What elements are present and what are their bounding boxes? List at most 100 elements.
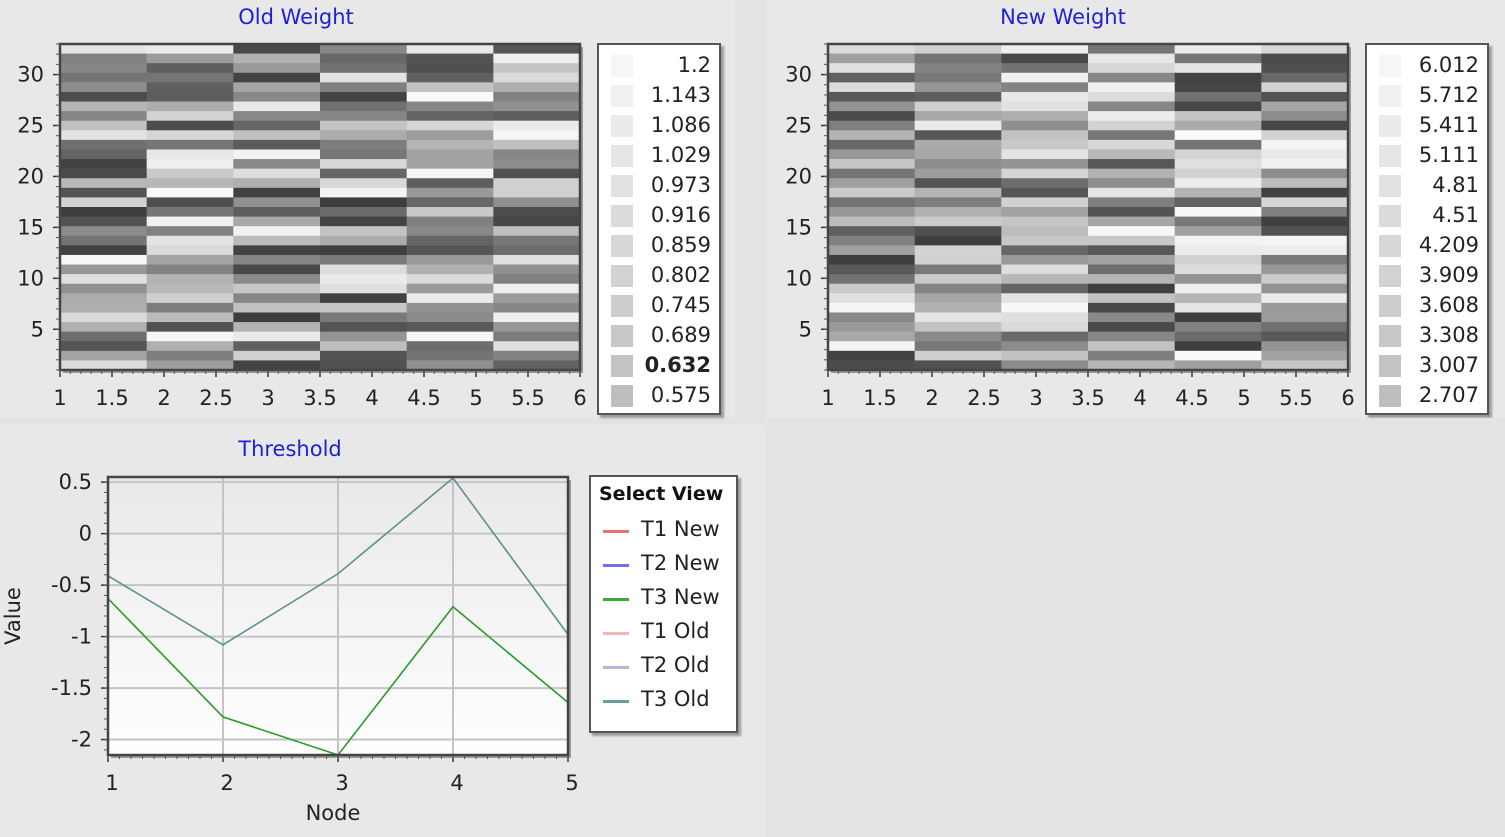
heatmap-cell [1174, 293, 1263, 304]
heatmap-cell [914, 264, 1003, 276]
heatmap-cell [914, 350, 1003, 362]
x-tick-label: 2 [157, 386, 170, 410]
heatmap-cell [493, 197, 581, 208]
heatmap-cell [1001, 360, 1089, 371]
legend-swatch [1379, 115, 1401, 137]
heatmap-cell [914, 178, 1003, 189]
heatmap-cell [406, 130, 495, 141]
heatmap-cell [493, 302, 581, 314]
heatmap-cell [1261, 341, 1349, 352]
data-point[interactable] [452, 605, 454, 608]
heatmap-cell [146, 331, 235, 343]
select-view-item-t3-old[interactable]: T3 Old [591, 686, 731, 716]
heatmap-cell [406, 207, 495, 218]
heatmap-cell [406, 293, 495, 304]
heatmap-cell [1261, 130, 1349, 141]
heatmap-cell [60, 159, 148, 170]
select-view-item-t3-new[interactable]: T3 New [591, 584, 731, 614]
heatmap-cell [493, 139, 581, 151]
heatmap-cell [60, 111, 148, 122]
legend-swatch [611, 265, 633, 287]
heatmap-cell [233, 293, 321, 304]
data-point[interactable] [222, 716, 224, 718]
legend-swatch [1379, 205, 1401, 227]
legend-swatch [1379, 355, 1401, 377]
x-tick-label: 2 [925, 386, 938, 410]
legend-entry: 4.51 [1367, 200, 1487, 230]
heatmap-cell [1001, 159, 1089, 170]
old-weight-heatmap[interactable]: 1 1.5 2 2.5 3 3.5 4 4.5 5 5.5 6 5 10 15 20 25 30 [0, 0, 600, 418]
heatmap-cell [828, 207, 916, 218]
heatmap-cell [233, 130, 321, 141]
heatmap-cell [1174, 245, 1263, 256]
heatmap-cell [828, 149, 916, 161]
heatmap-cell [1174, 111, 1263, 122]
new-weight-heatmap[interactable]: 1 1.5 2 2.5 3 3.5 4 4.5 5 5.5 6 5 10 15 20 25 30 [768, 0, 1368, 418]
heatmap-cell [828, 159, 916, 170]
y-tick-label: -2 [71, 728, 92, 752]
empty-area [765, 418, 1505, 837]
select-view-item-t2-old[interactable]: T2 Old [591, 652, 731, 682]
heatmap-cell [320, 312, 408, 324]
heatmap-cell [1001, 101, 1089, 113]
heatmap-cell [828, 283, 916, 295]
heatmap-cell [1001, 350, 1089, 362]
heatmap-cell [1261, 149, 1349, 161]
heatmap-cell [1001, 82, 1089, 93]
legend-value: 1.086 [650, 113, 711, 137]
select-view-item-t1-old[interactable]: T1 Old [591, 618, 731, 648]
heatmap-cell [1261, 53, 1349, 65]
heatmap-cell [1174, 360, 1263, 371]
heatmap-cell [914, 254, 1003, 266]
legend-value: 1.029 [650, 143, 711, 167]
heatmap-cell [406, 226, 495, 237]
select-view-item-t1-new[interactable]: T1 New [591, 516, 731, 546]
heatmap-cell [233, 216, 321, 228]
heatmap-cell [493, 274, 581, 285]
legend-entry: 2.707 [1367, 380, 1487, 410]
heatmap-cell [320, 274, 408, 285]
heatmap-cell [914, 360, 1003, 371]
heatmap-cell [1174, 274, 1263, 285]
y-tick-label: 5 [31, 317, 44, 341]
heatmap-cell [406, 360, 495, 371]
heatmap-cell [60, 235, 148, 247]
heatmap-cell [1088, 197, 1176, 208]
heatmap-cell [1261, 207, 1349, 218]
y-tick-label: 20 [17, 164, 44, 188]
heatmap-cell [828, 302, 916, 314]
legend-swatch [611, 85, 633, 107]
threshold-line-chart[interactable]: 1 2 3 4 5 0.5 0 -0.5 -1 -1.5 -2 Node Value [0, 425, 600, 837]
y-tick-label: 0 [79, 522, 92, 546]
select-view-item-t2-new[interactable]: T2 New [591, 550, 731, 580]
heatmap-cell [914, 322, 1003, 333]
heatmap-cell [1088, 235, 1176, 247]
heatmap-cell [493, 207, 581, 218]
legend-swatch [1379, 85, 1401, 107]
heatmap-cell [233, 235, 321, 247]
heatmap-cell [1001, 207, 1089, 218]
heatmap-cell [1261, 235, 1349, 247]
heatmap-cell [233, 322, 321, 333]
heatmap-cell [828, 168, 916, 180]
heatmap-cell [146, 91, 235, 103]
heatmap-cell [320, 360, 408, 371]
legend-entry: 0.745 [599, 290, 719, 320]
select-view-line-swatch [603, 598, 629, 601]
heatmap-cell [1088, 283, 1176, 295]
heatmap-cell [1001, 245, 1089, 256]
heatmap-cell [828, 235, 916, 247]
heatmap-cell [146, 139, 235, 151]
heatmap-cell [914, 149, 1003, 161]
heatmap-cell [233, 264, 321, 276]
data-point[interactable] [222, 644, 224, 646]
heatmap-cell [406, 254, 495, 266]
heatmap-cell [1088, 130, 1176, 141]
data-point[interactable] [337, 572, 339, 575]
x-tick-label: 6 [573, 386, 586, 410]
heatmap-cell [320, 341, 408, 352]
heatmap-cell [146, 44, 235, 55]
heatmap-cell [1261, 111, 1349, 122]
heatmap-cell [828, 216, 916, 228]
legend-value: 0.859 [650, 233, 711, 257]
